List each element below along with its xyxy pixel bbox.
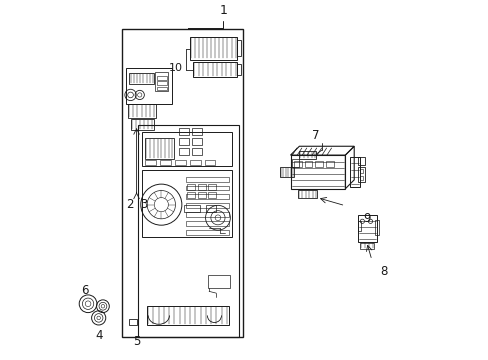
Bar — [142, 170, 232, 237]
Bar — [122, 30, 242, 337]
Bar — [192, 138, 202, 145]
Bar — [157, 81, 166, 85]
Bar — [208, 192, 216, 198]
Bar — [192, 128, 202, 135]
Bar — [293, 161, 301, 167]
Bar — [297, 190, 316, 198]
Bar — [359, 243, 373, 249]
Bar — [290, 155, 345, 189]
Bar — [315, 161, 323, 167]
Bar — [186, 177, 228, 182]
Text: 1: 1 — [219, 4, 227, 17]
Bar — [375, 220, 378, 235]
Bar — [189, 37, 237, 59]
Bar — [236, 40, 241, 56]
Bar — [130, 119, 153, 130]
Bar — [179, 128, 188, 135]
Bar — [304, 161, 312, 167]
Bar — [292, 159, 299, 167]
Bar — [193, 62, 237, 77]
Bar — [147, 306, 228, 325]
Bar — [299, 151, 316, 159]
Bar — [359, 168, 362, 173]
Bar — [186, 230, 228, 235]
Text: 2: 2 — [125, 198, 133, 211]
Bar — [129, 73, 154, 84]
Text: 7: 7 — [311, 129, 318, 142]
Bar — [357, 167, 364, 182]
Text: 6: 6 — [81, 284, 88, 297]
Bar — [138, 125, 239, 337]
Bar — [279, 167, 293, 177]
Bar — [126, 68, 172, 104]
Bar — [175, 160, 185, 165]
Bar — [127, 104, 156, 118]
Bar — [187, 184, 195, 190]
Bar — [129, 319, 137, 325]
Bar — [186, 221, 228, 226]
Text: 4: 4 — [95, 329, 102, 342]
Text: 10: 10 — [168, 63, 182, 73]
Bar — [186, 185, 228, 190]
Bar — [186, 203, 228, 208]
Bar — [179, 138, 188, 145]
Bar — [192, 148, 202, 155]
Bar — [357, 215, 376, 242]
Bar — [197, 184, 205, 190]
Bar — [190, 160, 200, 165]
Bar — [349, 157, 359, 187]
Bar — [157, 87, 166, 90]
Bar — [236, 64, 241, 76]
Bar — [155, 72, 167, 91]
Bar — [160, 160, 170, 165]
Text: 3: 3 — [140, 198, 147, 211]
Bar — [184, 204, 200, 212]
Bar — [142, 132, 232, 166]
Bar — [357, 157, 364, 165]
Text: 8: 8 — [380, 265, 387, 278]
Bar — [186, 212, 228, 217]
Bar — [208, 275, 229, 288]
Bar — [205, 204, 216, 212]
Bar — [187, 192, 195, 198]
Bar — [145, 160, 156, 165]
Bar — [186, 194, 228, 199]
Bar — [208, 184, 216, 190]
Text: 5: 5 — [133, 334, 140, 347]
Bar — [359, 176, 362, 180]
Bar — [325, 161, 333, 167]
Bar — [179, 148, 188, 155]
Bar — [145, 138, 173, 159]
Bar — [157, 76, 166, 80]
Bar — [357, 221, 361, 231]
Bar — [204, 160, 215, 165]
Text: 9: 9 — [362, 212, 369, 225]
Bar — [197, 192, 205, 198]
